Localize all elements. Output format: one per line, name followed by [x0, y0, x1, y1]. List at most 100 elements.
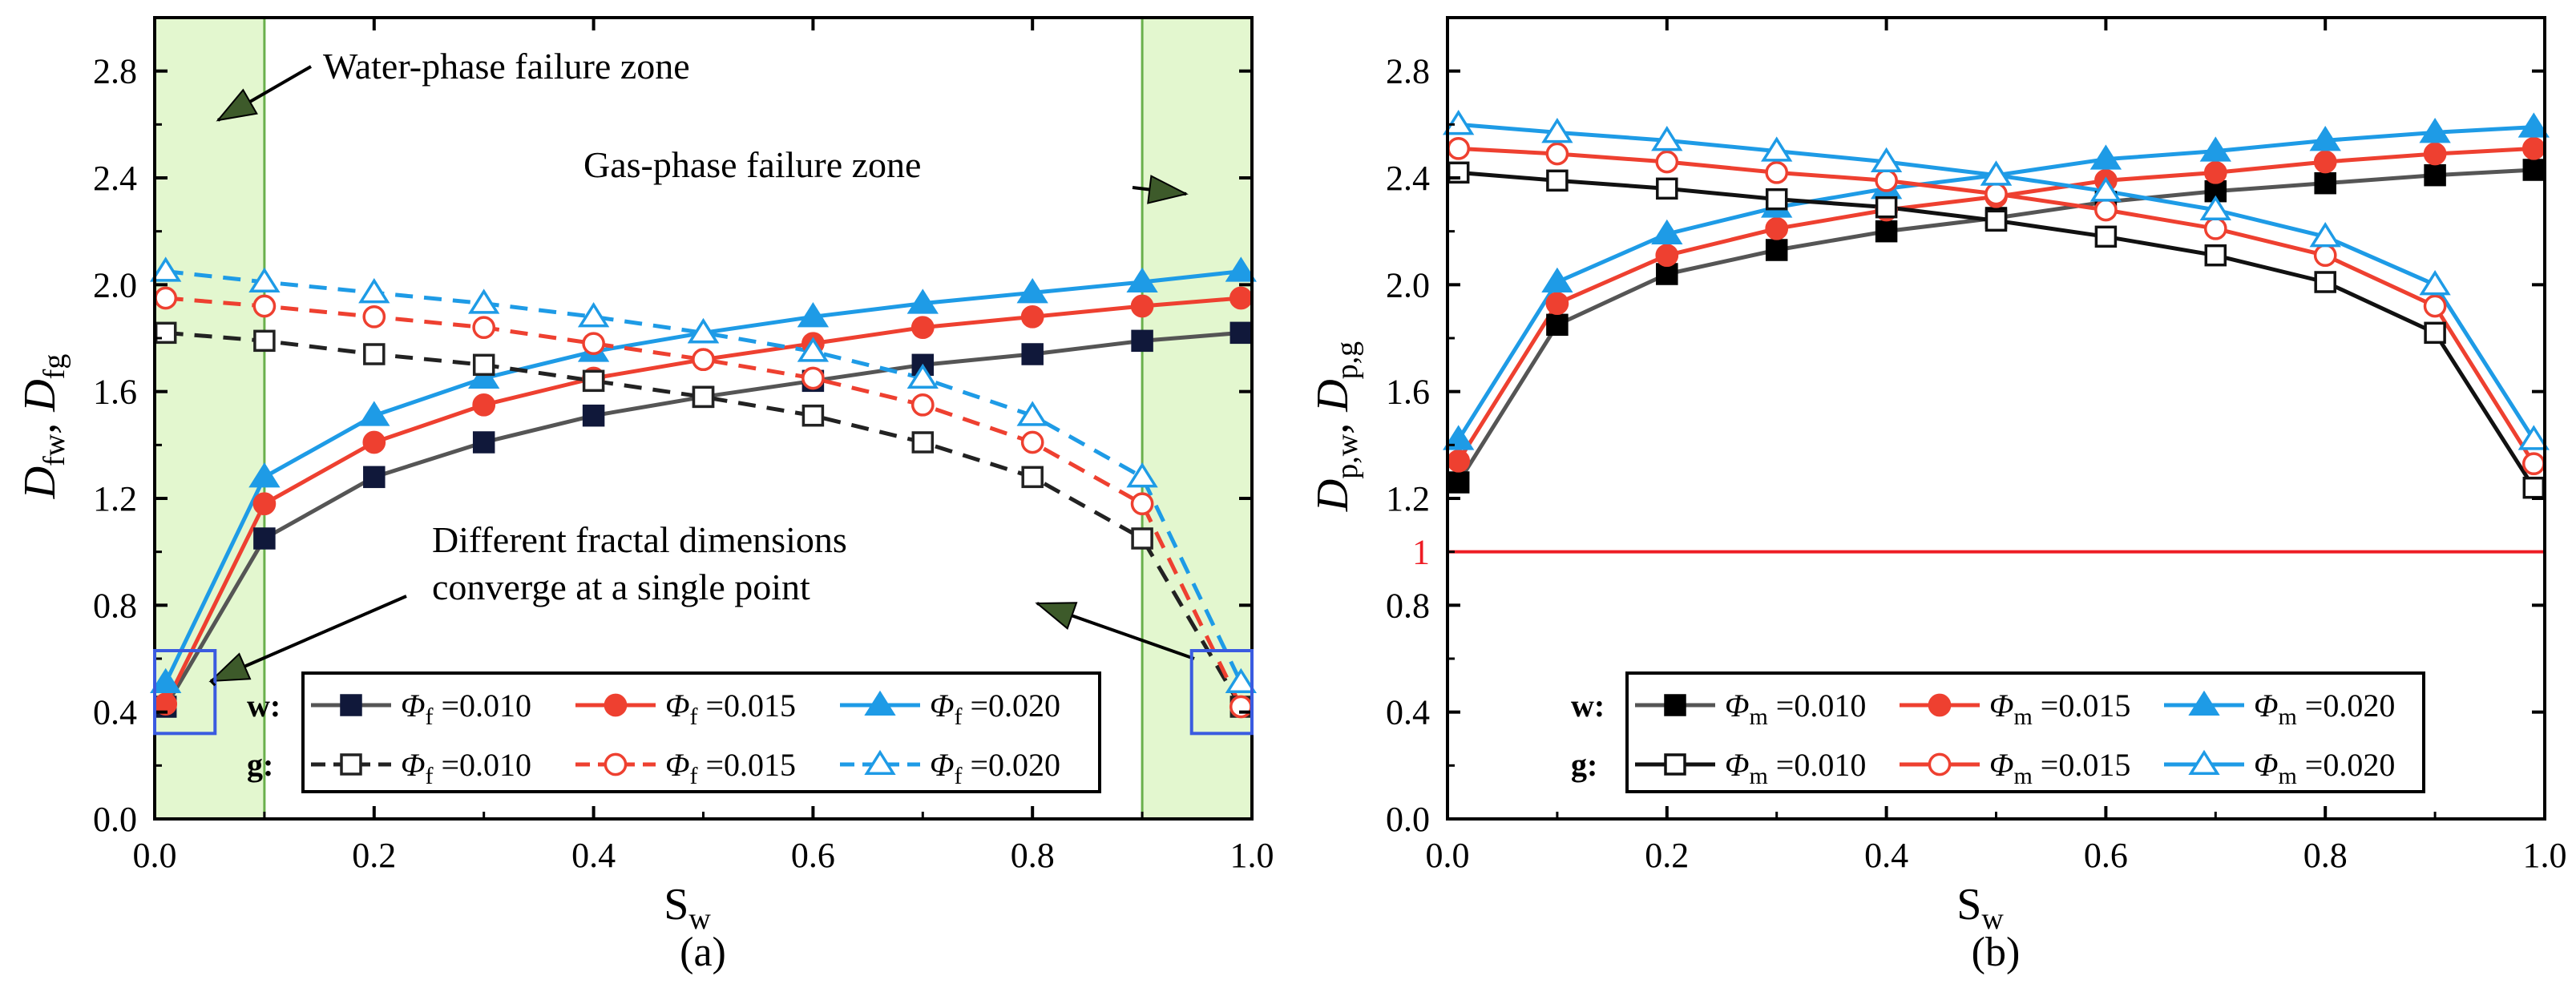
marker-g-5-8: [2309, 222, 2341, 248]
marker-g-5-3: [1761, 136, 1793, 162]
marker-g-4-9: [1130, 492, 1154, 516]
marker-g-3-5: [1984, 209, 2008, 232]
marker-w-1-9: [2423, 142, 2447, 166]
marker-g-5-0: [150, 256, 182, 282]
marker-g-4-1: [1545, 142, 1569, 166]
marker-w-0-3: [1765, 239, 1788, 261]
marker-g-4-4: [582, 332, 605, 356]
marker-g-3-1: [1546, 169, 1569, 192]
marker-w-1-3: [472, 393, 496, 417]
leader-left: [209, 679, 216, 687]
marker-g-4-3: [472, 316, 496, 340]
marker-w-2-9: [2419, 118, 2451, 143]
marker-g-5-0: [1443, 110, 1475, 135]
legend-marker-w-1: [604, 693, 628, 717]
marker-g-3-4: [1875, 196, 1898, 219]
y-tick-label: 1.6: [1386, 373, 1430, 412]
marker-w-1-8: [2313, 150, 2337, 174]
marker-w-2-2: [358, 401, 390, 426]
marker-w-1-0: [1447, 449, 1471, 473]
marker-g-4-0: [1447, 136, 1471, 160]
marker-g-5-10: [1225, 667, 1257, 693]
legend-marker-w-1: [1928, 693, 1952, 717]
marker-g-5-6: [797, 337, 830, 362]
y-tick-label: 2.8: [93, 52, 137, 91]
y-tick-label: 2.0: [1386, 265, 1430, 304]
marker-g-5-7: [2199, 195, 2231, 220]
legend-row-head-g: g:: [247, 747, 273, 783]
legend-marker-g-2: [2188, 749, 2220, 775]
marker-g-3-3: [472, 353, 495, 377]
y-tick-label: 2.0: [93, 265, 137, 304]
x-axis-title: Sw: [664, 880, 711, 936]
legend-label-w-2: Φm =0.020: [2254, 688, 2395, 730]
legend-marker-w-0: [340, 694, 362, 716]
legend-label-g-2: Φm =0.020: [2254, 747, 2395, 789]
legend-row-head-w: w:: [1571, 688, 1605, 724]
marker-g-4-4: [1875, 168, 1898, 192]
y-tick-label: 2.8: [1386, 52, 1430, 91]
marker-w-0-4: [582, 404, 605, 427]
marker-w-1-10: [2521, 136, 2546, 160]
marker-g-5-1: [248, 267, 281, 292]
x-tick-label: 0.2: [1645, 836, 1689, 875]
marker-g-3-8: [1021, 466, 1044, 489]
marker-g-4-10: [1229, 695, 1253, 719]
marker-w-1-3: [1765, 216, 1789, 240]
x-tick-label: 1.0: [2523, 836, 2567, 875]
x-tick-label: 0.6: [2084, 836, 2128, 875]
marker-w-2-8: [1016, 278, 1048, 304]
marker-w-2-1: [248, 462, 281, 488]
convergence-box-right: [1189, 649, 1254, 736]
legend-label-g-0: Φf =0.010: [401, 747, 531, 789]
marker-w-0-2: [363, 466, 386, 489]
legend-label-w-0: Φm =0.010: [1725, 688, 1866, 730]
marker-g-3-2: [363, 343, 386, 365]
y-tick-label: 0.0: [1386, 800, 1430, 839]
x-tick-label: 0.4: [1864, 836, 1908, 875]
convergence-box-left: [153, 649, 217, 736]
marker-w-0-1: [1546, 313, 1569, 337]
marker-w-1-9: [1130, 294, 1154, 318]
marker-g-3-1: [253, 329, 276, 353]
x-tick-label: 0.4: [571, 836, 616, 875]
marker-w-1-2: [362, 430, 386, 454]
series-line-g-4: [165, 296, 1243, 708]
marker-w-0-9: [1131, 329, 1153, 353]
marker-w-1-2: [1655, 244, 1679, 268]
legend: w: Φm =0.010 Φm =0.015 Φm =0.020 g: Φm =0.010…: [1571, 671, 2425, 793]
x-axis-title: Sw: [1956, 880, 2004, 936]
legend-row-head-w: w:: [247, 688, 281, 724]
marker-w-0-2: [1656, 263, 1678, 285]
annotation-3: converge at a single point: [432, 567, 810, 607]
legend-label-g-1: Φm =0.015: [1989, 747, 2130, 789]
marker-g-3-9: [1131, 527, 1153, 550]
legend-label-g-1: Φf =0.015: [665, 747, 796, 789]
marker-g-4-3: [1765, 160, 1789, 184]
y-tick-label: 1.2: [1386, 479, 1430, 518]
marker-w-1-7: [910, 316, 935, 340]
marker-g-5-9: [1126, 462, 1158, 488]
y-tick-label: 0.4: [93, 693, 137, 732]
legend-box: [301, 671, 1101, 793]
marker-w-2-7: [906, 288, 939, 314]
marker-w-1-1: [1545, 292, 1569, 316]
marker-g-3-8: [2314, 271, 2336, 293]
marker-g-5-5: [687, 318, 720, 344]
marker-w-2-1: [1541, 267, 1573, 292]
panel-a: 0.0 0.2 0.4 0.6 0.8 1.0 0.0 0.4 0.8 1.2 1.6 2.0 2.4 2…: [15, 16, 1274, 975]
arrow-gas-zone-head: [1147, 175, 1189, 204]
marker-g-5-3: [468, 288, 500, 314]
panel-label: (b): [1972, 929, 2021, 975]
x-tick-label: 0.8: [2303, 836, 2348, 875]
y-tick-label: 1.6: [93, 373, 137, 412]
marker-g-5-4: [577, 302, 610, 328]
legend-label-g-2: Φf =0.020: [930, 747, 1060, 789]
annotation-1: Gas-phase failure zone: [583, 144, 921, 185]
legend-marker-w-0: [1664, 694, 1686, 716]
y-tick-label: 1.2: [93, 479, 137, 518]
marker-g-4-6: [801, 366, 825, 390]
marker-g-4-2: [1655, 150, 1679, 174]
annotation-2: Different fractal dimensions: [432, 519, 847, 560]
arrow-water-zone-head: [216, 88, 258, 122]
